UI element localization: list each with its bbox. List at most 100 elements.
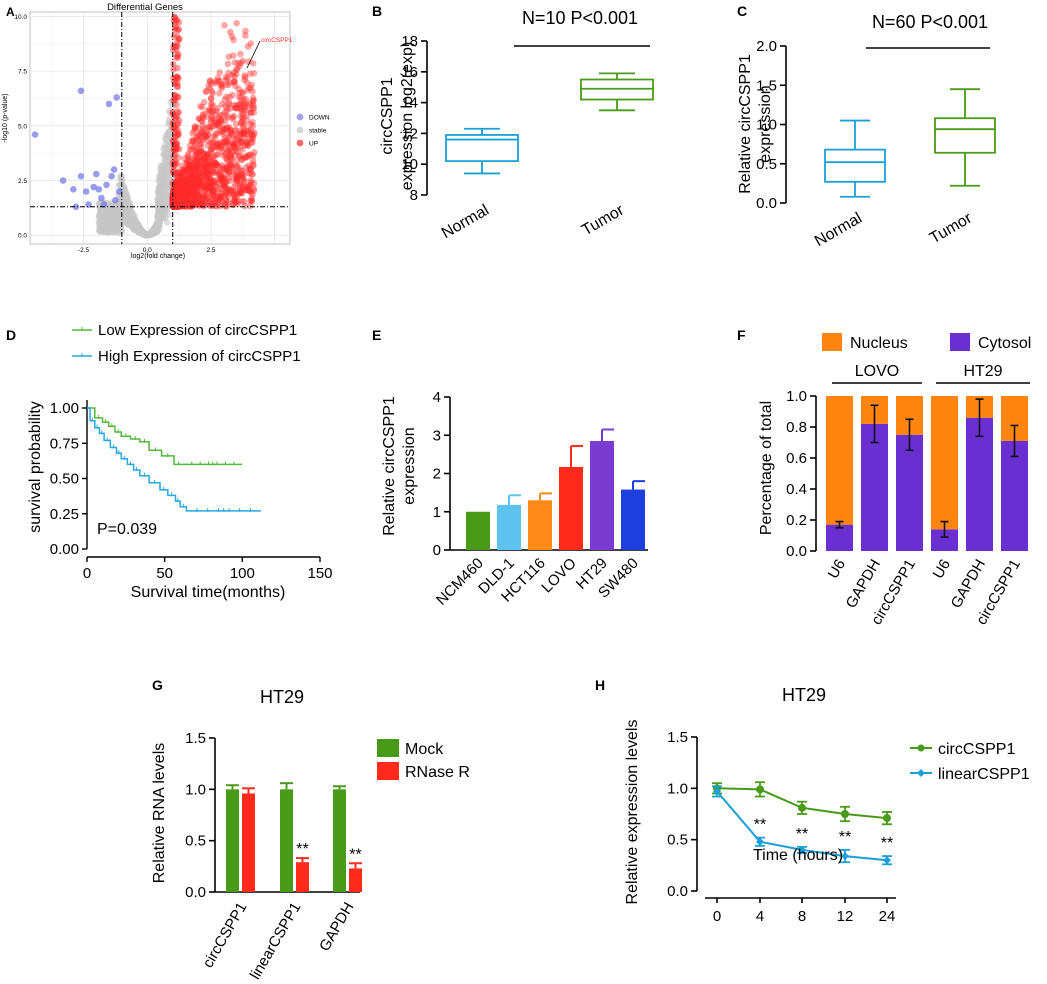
- panel-a-up-point: [233, 142, 241, 149]
- panel-a-up-point: [207, 198, 214, 206]
- panel-a-up-point: [179, 169, 186, 176]
- panel-a-x-tick-label: 2.5: [206, 247, 215, 254]
- panel-a-up-point: [170, 201, 177, 208]
- panel-a-up-point: [198, 103, 206, 111]
- panel-a-up-point: [191, 188, 199, 196]
- panel-a-up-point: [191, 182, 199, 190]
- panel-a-up-point: [234, 177, 242, 185]
- panel-a-up-point: [246, 101, 253, 108]
- panel-a-up-point: [215, 163, 223, 170]
- panel-a-up-point: [226, 164, 233, 171]
- panel-a-up-point: [175, 189, 182, 196]
- panel-a-up-point: [172, 199, 179, 206]
- panel-e-y-tick-label: 4: [433, 389, 441, 406]
- panel-a-up-point: [196, 136, 203, 144]
- panel-a-up-point: [171, 195, 178, 203]
- panel-a-up-point: [169, 198, 177, 205]
- panel-a-up-point: [187, 164, 194, 171]
- panel-a-up-point: [226, 146, 233, 154]
- panel-a-up-point: [204, 132, 211, 140]
- panel-a-up-point: [196, 115, 203, 122]
- panel-a-up-point: [196, 178, 203, 186]
- panel-a-up-point: [220, 175, 227, 182]
- panel-a-up-point: [170, 17, 178, 25]
- panel-e-bar: [497, 504, 521, 550]
- panel-a-up-point: [210, 152, 218, 160]
- panel-a-up-point: [210, 179, 218, 187]
- panel-a-up-point: [232, 127, 240, 134]
- panel-g-bars: ** **: [226, 782, 362, 892]
- panel-a-up-point: [170, 96, 177, 104]
- panel-a-up-point: [245, 187, 253, 194]
- panel-a-up-point: [193, 188, 201, 195]
- panel-a-up-point: [232, 104, 239, 112]
- panel-d-axes: 0.000.250.500.751.000 50 100 150: [50, 400, 333, 582]
- panel-a-up-point: [191, 161, 198, 169]
- panel-a-up-point: [243, 152, 250, 160]
- panel-a-up-point: [171, 92, 179, 99]
- panel-a-stable-point: [122, 196, 129, 204]
- panel-a-up-point: [227, 28, 234, 36]
- panel-a-up-point: [177, 200, 185, 208]
- panel-a-up-point: [194, 177, 201, 184]
- panel-a-up-point: [190, 178, 198, 185]
- panel-a-up-point: [223, 154, 230, 162]
- panel-a-up-point: [231, 151, 239, 159]
- panel-a-up-point: [247, 99, 254, 107]
- panel-a-up-point: [169, 197, 177, 205]
- panel-a-up-point: [217, 116, 225, 124]
- panel-a-annotation-leader: [246, 40, 261, 69]
- panel-a-up-point: [233, 162, 241, 170]
- panel-a-up-point: [207, 145, 215, 153]
- panel-a-up-point: [200, 188, 208, 196]
- panel-h-point: [883, 814, 891, 823]
- panel-a-up-point: [212, 161, 220, 169]
- panel-a-up-point: [175, 188, 182, 195]
- panel-f-legend-label: Nucleus: [850, 335, 908, 352]
- panel-a-up-point: [202, 192, 209, 199]
- panel-h-point: [841, 852, 849, 861]
- panel-a-up-point: [206, 156, 213, 163]
- panel-a-up-point: [216, 202, 224, 210]
- panel-a-up-point: [183, 195, 191, 203]
- panel-a-up-point: [203, 168, 211, 175]
- panel-a-up-point: [225, 158, 232, 165]
- panel-a-up-point: [173, 192, 181, 199]
- panel-a-up-point: [171, 129, 179, 137]
- panel-a-up-point: [173, 195, 180, 203]
- panel-a-up-point: [170, 46, 177, 54]
- panel-a-up-point: [171, 171, 179, 178]
- panel-a-up-point: [247, 166, 255, 173]
- panel-a-up-point: [239, 57, 247, 65]
- panel-a-up-point: [196, 147, 203, 155]
- panel-a-up-point: [247, 120, 254, 128]
- panel-c-x-label: Tumor: [927, 209, 976, 247]
- panel-a-up-point: [203, 164, 211, 171]
- panel-c-box: [934, 117, 996, 154]
- panel-a-up-point: [212, 111, 220, 118]
- panel-g-legend-label: RNase R: [405, 764, 470, 781]
- panel-e-bar: [528, 500, 552, 550]
- panel-a-stable-point: [167, 135, 174, 142]
- panel-a-up-point: [171, 196, 179, 204]
- panel-a-up-point: [250, 104, 258, 112]
- panel-a-up-point: [237, 181, 245, 188]
- panel-a-up-point: [226, 79, 234, 86]
- panel-a-up-point: [250, 187, 258, 194]
- panel-a-up-point: [210, 168, 217, 175]
- panel-a-up-point: [173, 195, 181, 202]
- panel-a-stable-point: [163, 219, 171, 226]
- panel-h-legend-marker: [917, 769, 925, 777]
- panel-a-up-point: [172, 200, 180, 207]
- panel-f-bar-nucleus: [826, 396, 853, 525]
- panel-h-xlabel: Time (hours): [753, 847, 843, 864]
- panel-a-up-point: [172, 192, 180, 200]
- panel-a-up-point: [243, 112, 251, 119]
- panel-a-up-point: [180, 165, 188, 173]
- panel-a-up-point: [184, 164, 191, 172]
- panel-a-up-point: [237, 113, 244, 120]
- panel-a-up-point: [234, 174, 242, 182]
- panel-a-up-point: [183, 200, 190, 208]
